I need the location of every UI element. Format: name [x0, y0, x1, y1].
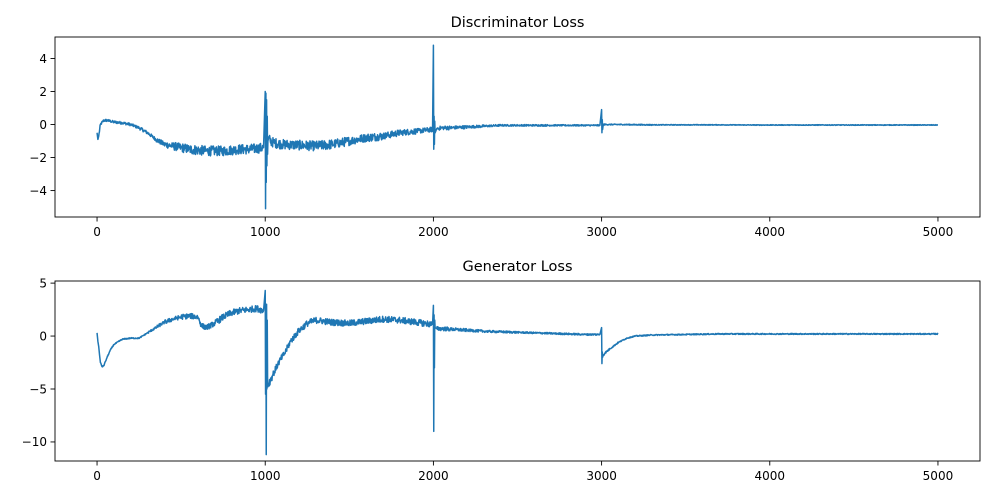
discriminator-loss-title: Discriminator Loss [451, 15, 585, 31]
discriminator-loss-ytick-label: 2 [39, 85, 47, 99]
generator-loss-xtick-label: 4000 [754, 469, 785, 483]
generator-loss-axes-frame [54, 280, 981, 462]
discriminator-loss-ytick-label: −2 [29, 151, 47, 165]
discriminator-loss-ytick-label: 0 [39, 118, 47, 132]
discriminator-loss-xtick-label: 5000 [923, 225, 954, 239]
generator-loss-ytick-label: 0 [39, 329, 47, 343]
generator-loss-title: Generator Loss [462, 259, 572, 275]
discriminator-loss-line [96, 44, 939, 210]
discriminator-loss-xtick-label: 2000 [418, 225, 449, 239]
generator-loss-xtick-label: 5000 [923, 469, 954, 483]
generator-loss-ytick-label: −5 [29, 382, 47, 396]
generator-loss-xtick-label: 0 [93, 469, 101, 483]
generator-loss-xtick-label: 1000 [250, 469, 281, 483]
discriminator-loss-panel: Discriminator Loss 0 1000 2000 3000 4000 5000 −… [29, 15, 981, 239]
discriminator-loss-ytick-label: −4 [29, 184, 47, 198]
discriminator-loss-xtick-label: 1000 [250, 225, 281, 239]
discriminator-loss-xtick-label: 3000 [586, 225, 617, 239]
discriminator-loss-xtick-label: 0 [93, 225, 101, 239]
discriminator-loss-xtick-label: 4000 [754, 225, 785, 239]
generator-loss-line [96, 289, 939, 456]
generator-loss-ytick-label: 5 [39, 276, 47, 290]
generator-loss-ytick-label: −10 [22, 435, 47, 449]
generator-loss-xtick-label: 2000 [418, 469, 449, 483]
generator-loss-xtick-label: 3000 [586, 469, 617, 483]
discriminator-loss-ytick-label: 4 [39, 52, 47, 66]
discriminator-loss-axes-frame [54, 36, 981, 218]
generator-loss-panel: Generator Loss 0 1000 2000 3000 4000 5000 −10 −5… [22, 259, 981, 483]
